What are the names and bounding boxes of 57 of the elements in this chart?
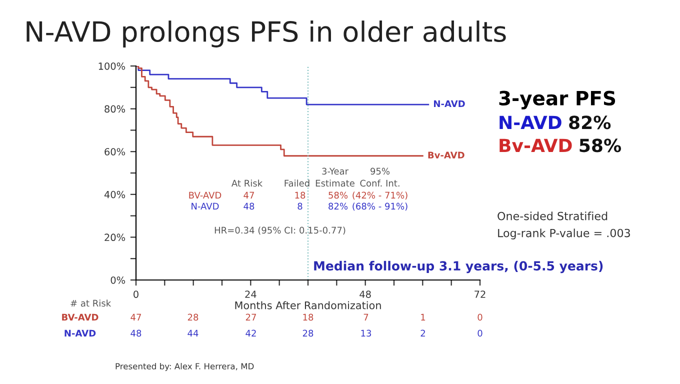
annotation: 82% [328, 202, 348, 210]
text: N-AVD [64, 330, 96, 336]
text: BV-AVD [62, 314, 98, 320]
annotation: HR=0.34 (95% CI: 0.15-0.77) [214, 226, 346, 235]
text: 2 [420, 330, 425, 336]
series-label: N-AVD [434, 100, 465, 108]
y-tick-label: 0% [110, 276, 126, 284]
annotation: Failed [284, 180, 310, 187]
text: 1 [421, 314, 426, 320]
text: Presented by: Alex F. Herrera, MD [116, 362, 254, 372]
text: 48 [130, 330, 142, 337]
annotation: BV-AVD [189, 192, 222, 198]
annotation: 18 [295, 192, 306, 199]
annotation: 8 [298, 202, 302, 210]
text: 0 [478, 314, 482, 321]
text: 47 [130, 314, 141, 320]
text: One-sided Stratified [498, 212, 608, 220]
text: 13 [361, 330, 372, 337]
text: Log-rank P-value = .003 [498, 228, 630, 240]
text: N-AVD [500, 116, 562, 129]
annotation: 58% [328, 192, 348, 199]
text: 0 [478, 330, 482, 337]
text: 28 [188, 314, 198, 321]
text: 27 [246, 314, 256, 320]
text: Bv-AVD [500, 138, 572, 152]
annotation: Conf. Int. [360, 180, 400, 187]
annotation: 3-Year [322, 168, 349, 175]
annotation: 48 [244, 202, 254, 210]
annotation: Estimate [316, 180, 354, 187]
annotation: At Risk [232, 180, 263, 187]
text: 18 [303, 314, 314, 321]
annotation: (68% - 91%) [352, 202, 408, 211]
annotation: 47 [244, 192, 254, 198]
series-label: Bv-AVD [428, 152, 464, 158]
x-tick-label: 48 [360, 290, 371, 298]
text: 3-year PFS [499, 90, 616, 110]
text: 44 [188, 330, 198, 336]
annotation: 95% [370, 168, 390, 175]
x-tick-label: 72 [474, 290, 486, 298]
y-tick-label: 80% [104, 105, 126, 113]
text: 7 [364, 314, 368, 320]
annotation: Median follow-up 3.1 years, (0-5.5 years) [314, 260, 603, 274]
chart-title: N-AVD prolongs PFS in older adults [26, 20, 506, 48]
annotation: (42% - 71%) [352, 192, 408, 200]
y-tick-label: 40% [104, 190, 126, 198]
text: 82% [569, 116, 611, 130]
x-tick-label: 24 [245, 290, 256, 298]
x-axis-title: Months After Randomization [235, 301, 381, 310]
text: # at Risk [70, 300, 112, 307]
x-tick-label: 0 [134, 290, 138, 298]
text: 28 [302, 330, 314, 337]
annotation: N-AVD [192, 202, 219, 210]
y-tick-label: 60% [104, 148, 126, 156]
y-tick-label: 100% [98, 62, 126, 70]
text: 58% [580, 138, 622, 152]
text: 42 [246, 330, 256, 336]
y-tick-label: 20% [104, 234, 126, 242]
